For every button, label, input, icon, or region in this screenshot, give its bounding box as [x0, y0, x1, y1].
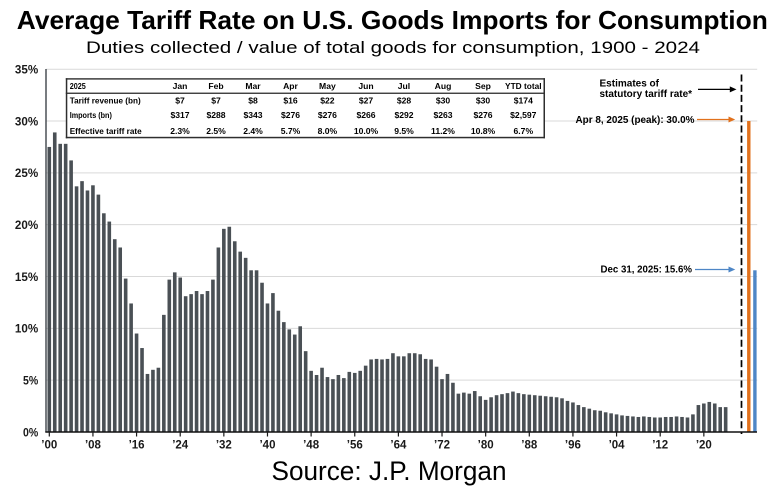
svg-text:$266: $266 — [356, 110, 375, 120]
svg-text:$174: $174 — [514, 96, 533, 106]
svg-text:$276: $276 — [473, 110, 492, 120]
svg-text:$263: $263 — [433, 110, 452, 120]
svg-text:9.5%: 9.5% — [394, 126, 414, 136]
svg-text:Duties collected / value of to: Duties collected / value of total goods … — [86, 39, 700, 57]
svg-text:30%: 30% — [15, 114, 39, 128]
svg-text:10%: 10% — [15, 322, 39, 336]
svg-text:$16: $16 — [283, 96, 298, 106]
svg-text:10.8%: 10.8% — [471, 126, 496, 136]
svg-text:Source: J.P. Morgan: Source: J.P. Morgan — [272, 456, 507, 486]
svg-text:Feb: Feb — [208, 81, 223, 91]
svg-text:Jan: Jan — [173, 81, 188, 91]
svg-text:Mar: Mar — [245, 81, 261, 91]
svg-text:20%: 20% — [15, 218, 39, 232]
svg-text:’32: ’32 — [216, 438, 232, 452]
svg-text:’64: ’64 — [390, 438, 406, 452]
svg-text:’48: ’48 — [303, 438, 319, 452]
svg-text:$276: $276 — [318, 110, 337, 120]
svg-text:Dec 31, 2025: 15.6%: Dec 31, 2025: 15.6% — [601, 264, 693, 275]
svg-text:YTD total: YTD total — [505, 81, 542, 91]
svg-text:6.7%: 6.7% — [514, 126, 534, 136]
svg-text:’96: ’96 — [565, 438, 581, 452]
svg-text:$288: $288 — [206, 110, 225, 120]
svg-text:$28: $28 — [397, 96, 412, 106]
svg-text:Jun: Jun — [358, 81, 373, 91]
svg-text:$22: $22 — [320, 96, 335, 106]
svg-text:5%: 5% — [23, 373, 38, 387]
svg-text:2025: 2025 — [70, 81, 86, 91]
svg-text:’56: ’56 — [347, 438, 363, 452]
svg-text:Tariff revenue (bn): Tariff revenue (bn) — [70, 95, 141, 105]
svg-text:10.0%: 10.0% — [354, 126, 379, 136]
svg-text:’20: ’20 — [696, 438, 712, 452]
svg-text:Sep: Sep — [475, 81, 491, 91]
svg-text:’16: ’16 — [129, 438, 145, 452]
svg-text:Jul: Jul — [398, 81, 410, 91]
svg-text:$276: $276 — [281, 110, 300, 120]
svg-text:2.4%: 2.4% — [243, 126, 263, 136]
svg-text:$343: $343 — [243, 110, 262, 120]
svg-text:Average Tariff Rate on U.S. Go: Average Tariff Rate on U.S. Goods Import… — [17, 7, 768, 35]
svg-text:$8: $8 — [248, 96, 258, 106]
svg-text:’72: ’72 — [434, 438, 450, 452]
svg-text:’04: ’04 — [609, 438, 625, 452]
svg-text:$317: $317 — [170, 110, 189, 120]
svg-text:’80: ’80 — [478, 438, 494, 452]
svg-text:$7: $7 — [211, 96, 221, 106]
svg-text:’00: ’00 — [41, 438, 57, 452]
svg-text:’40: ’40 — [259, 438, 275, 452]
svg-text:’24: ’24 — [172, 438, 188, 452]
svg-text:’12: ’12 — [652, 438, 668, 452]
svg-text:$292: $292 — [394, 110, 413, 120]
svg-text:Apr 8, 2025 (peak): 30.0%: Apr 8, 2025 (peak): 30.0% — [576, 115, 695, 126]
svg-text:Estimates of: Estimates of — [600, 78, 660, 89]
svg-text:5.7%: 5.7% — [281, 126, 301, 136]
svg-text:statutory tariff rate*: statutory tariff rate* — [600, 89, 693, 100]
svg-text:$2,597: $2,597 — [510, 110, 537, 120]
svg-text:Apr: Apr — [283, 81, 298, 91]
svg-text:11.2%: 11.2% — [431, 126, 455, 136]
svg-text:Aug: Aug — [435, 81, 452, 91]
svg-text:Effective tariff rate: Effective tariff rate — [70, 126, 142, 136]
svg-text:$30: $30 — [436, 96, 451, 106]
svg-text:$30: $30 — [476, 96, 491, 106]
svg-text:25%: 25% — [15, 166, 39, 180]
svg-text:8.0%: 8.0% — [318, 126, 338, 136]
svg-text:2.3%: 2.3% — [170, 126, 190, 136]
svg-text:Imports (bn): Imports (bn) — [70, 110, 112, 120]
svg-text:$7: $7 — [175, 96, 185, 106]
svg-text:0%: 0% — [23, 425, 38, 439]
svg-text:$27: $27 — [359, 96, 374, 106]
svg-text:15%: 15% — [15, 270, 39, 284]
svg-text:’08: ’08 — [85, 438, 101, 452]
svg-text:May: May — [319, 81, 336, 91]
svg-text:35%: 35% — [15, 62, 39, 76]
svg-text:’88: ’88 — [521, 438, 537, 452]
svg-text:2.5%: 2.5% — [206, 126, 226, 136]
